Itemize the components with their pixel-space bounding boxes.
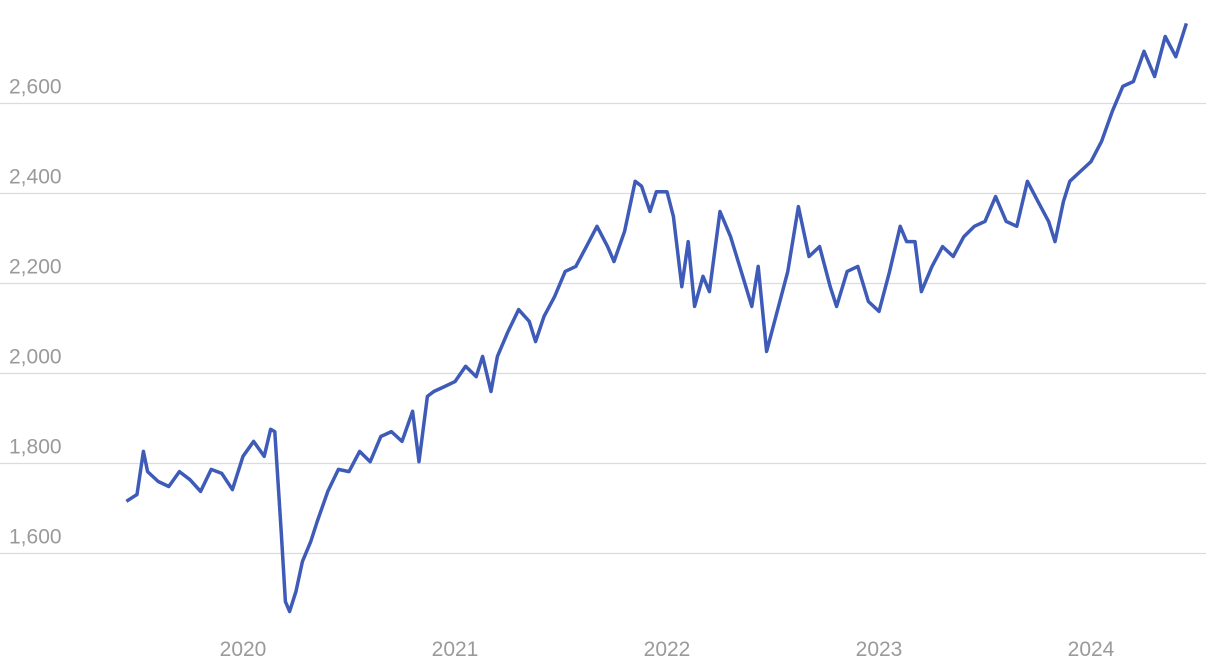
- y-tick-label: 2,400: [9, 166, 62, 189]
- x-tick-label: 2022: [644, 638, 691, 661]
- y-tick-label: 2,000: [9, 346, 62, 369]
- y-tick-label: 2,200: [9, 256, 62, 279]
- y-tick-label: 2,600: [9, 76, 62, 99]
- x-tick-label: 2024: [1068, 638, 1115, 661]
- x-tick-label: 2021: [432, 638, 479, 661]
- y-tick-label: 1,800: [9, 436, 62, 459]
- y-tick-label: 1,600: [9, 526, 62, 549]
- price-line: [125, 22, 1189, 614]
- x-tick-label: 2023: [856, 638, 903, 661]
- x-tick-label: 2020: [220, 638, 267, 661]
